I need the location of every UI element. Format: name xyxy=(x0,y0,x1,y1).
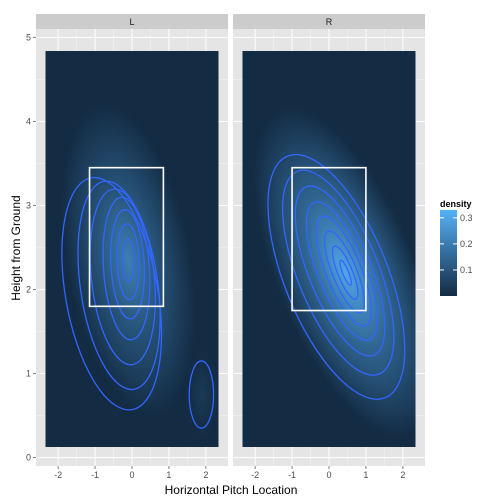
contour-line xyxy=(323,230,366,314)
x-tick-label: 1 xyxy=(166,470,171,480)
contour-line xyxy=(315,215,372,327)
contour-line xyxy=(294,185,386,357)
contour-line xyxy=(331,245,359,300)
legend-tick-label: 0.1 xyxy=(460,265,473,275)
y-tick-label: 3 xyxy=(26,200,31,210)
facet-strip xyxy=(233,14,425,29)
legend-tick-label: 0.2 xyxy=(460,239,473,249)
y-tick-label: 0 xyxy=(26,453,31,463)
facet-strip-label: L xyxy=(129,17,134,27)
legend-title: density xyxy=(440,199,472,209)
legend-ticks: 0.1 0.2 0.3 xyxy=(440,213,473,275)
y-tick-label: 4 xyxy=(26,116,31,126)
density-contours xyxy=(61,176,215,429)
contour-line xyxy=(61,176,163,411)
legend: density 0.1 0.2 0.3 xyxy=(440,199,473,296)
contour-line xyxy=(305,201,379,341)
y-tick-label: 2 xyxy=(26,285,31,295)
contour-line xyxy=(89,188,156,366)
contour-line xyxy=(188,360,215,429)
x-tick-label: 0 xyxy=(129,470,134,480)
contour-line xyxy=(77,180,161,391)
x-tick-label: 2 xyxy=(203,470,208,480)
x-axis: -2 -1 0 1 2 -2 -1 0 1 2 xyxy=(54,466,405,480)
contour-line xyxy=(116,223,141,301)
x-tick-label: 2 xyxy=(400,470,405,480)
density-contours xyxy=(267,153,406,400)
legend-colorbar xyxy=(440,210,457,296)
contour-line xyxy=(121,238,135,282)
facet-panel-R: R xyxy=(233,14,425,466)
contour-line xyxy=(339,259,352,286)
y-tick-label: 1 xyxy=(26,369,31,379)
y-axis-title: Height from Ground xyxy=(9,195,23,300)
strike-zone-box xyxy=(291,166,367,312)
x-tick-label: -1 xyxy=(288,470,296,480)
x-tick-label: 0 xyxy=(326,470,331,480)
y-axis: 0 1 2 3 4 5 xyxy=(26,32,36,463)
x-tick-label: -2 xyxy=(54,470,62,480)
strike-zone-box xyxy=(88,166,165,308)
x-axis-title: Horizontal Pitch Location xyxy=(165,483,298,497)
y-tick-label: 5 xyxy=(26,32,31,42)
facet-strip xyxy=(36,14,228,29)
x-tick-label: -2 xyxy=(251,470,259,480)
legend-tick-label: 0.3 xyxy=(460,213,473,223)
contour-line xyxy=(267,153,406,400)
contour-line xyxy=(281,169,395,376)
facet-panel-L: L xyxy=(36,14,228,466)
x-tick-label: 1 xyxy=(363,470,368,480)
contour-line xyxy=(110,209,146,320)
facet-strip-label: R xyxy=(326,17,333,27)
density-raster xyxy=(45,51,219,447)
contour-line xyxy=(102,196,151,341)
x-tick-label: -1 xyxy=(91,470,99,480)
